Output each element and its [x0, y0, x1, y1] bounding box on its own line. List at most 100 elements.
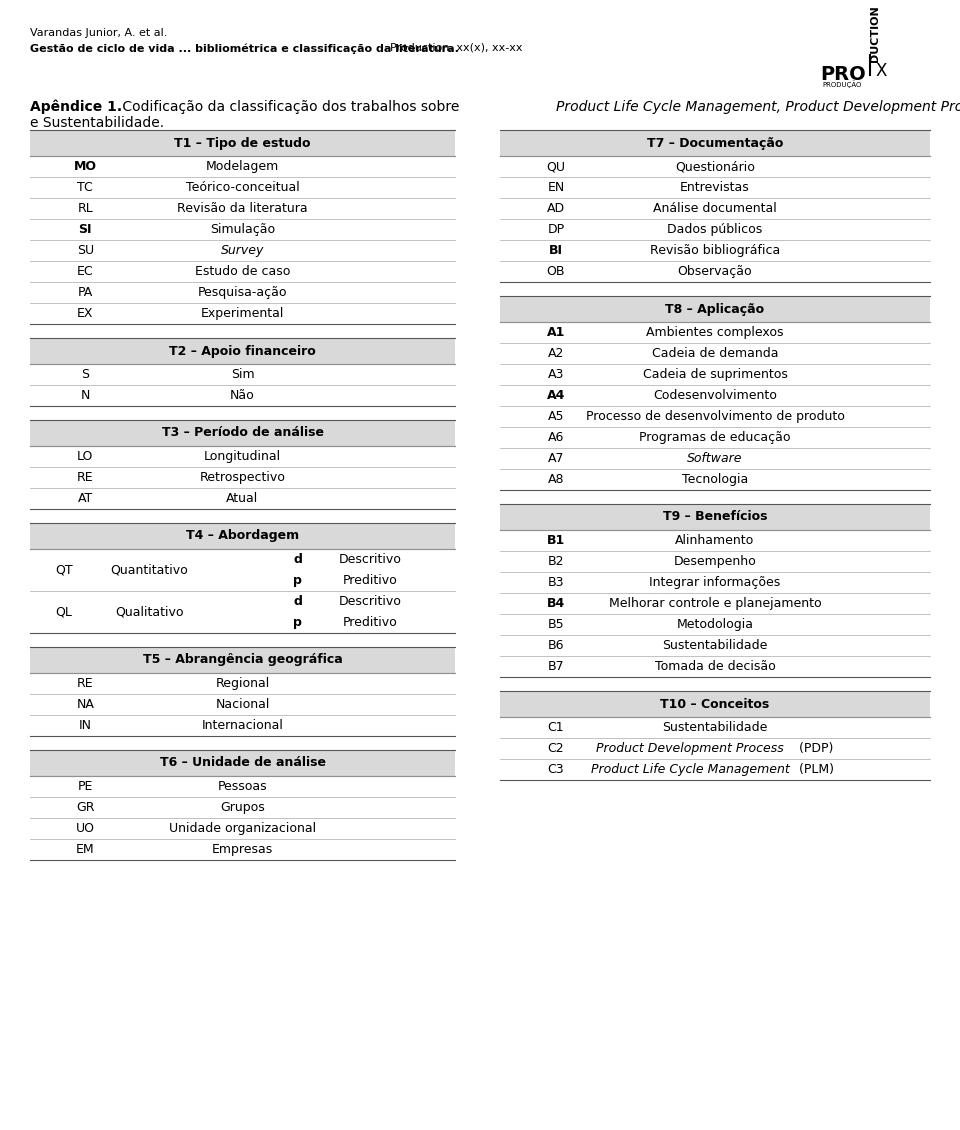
Text: Tecnologia: Tecnologia — [682, 473, 748, 486]
Text: T2 – Apoio financeiro: T2 – Apoio financeiro — [169, 345, 316, 357]
Text: A1: A1 — [546, 325, 565, 339]
Text: Production, xx(x), xx-xx: Production, xx(x), xx-xx — [390, 43, 522, 53]
Text: Product Life Cycle Management: Product Life Cycle Management — [590, 763, 789, 776]
Text: Varandas Junior, A. et al.: Varandas Junior, A. et al. — [30, 28, 167, 38]
Text: Preditivo: Preditivo — [343, 574, 397, 586]
Text: RE: RE — [77, 677, 93, 690]
Text: d: d — [294, 596, 302, 608]
Text: T4 – Abordagem: T4 – Abordagem — [186, 530, 300, 542]
Text: A4: A4 — [546, 389, 565, 402]
Text: Pessoas: Pessoas — [218, 780, 267, 793]
Text: DP: DP — [547, 223, 564, 236]
Text: Sim: Sim — [230, 368, 254, 381]
Text: Programas de educação: Programas de educação — [639, 431, 791, 444]
Text: Grupos: Grupos — [220, 801, 265, 814]
Text: Simulação: Simulação — [210, 223, 276, 236]
Text: EX: EX — [77, 307, 93, 320]
Text: Apêndice 1.: Apêndice 1. — [30, 99, 122, 114]
Text: T8 – Aplicação: T8 – Aplicação — [665, 303, 764, 315]
Text: QU: QU — [546, 160, 565, 173]
Text: Nacional: Nacional — [215, 698, 270, 711]
Text: Questionário: Questionário — [675, 160, 755, 173]
Text: d: d — [294, 553, 302, 566]
Text: MO: MO — [74, 160, 97, 173]
Text: Atual: Atual — [227, 492, 258, 505]
Text: Dados públicos: Dados públicos — [667, 223, 762, 236]
Text: Pesquisa-ação: Pesquisa-ação — [198, 286, 287, 299]
Text: S: S — [82, 368, 89, 381]
Text: C2: C2 — [547, 742, 564, 755]
Text: Ambientes complexos: Ambientes complexos — [646, 325, 783, 339]
Text: Gestão de ciclo de vida ... bibliométrica e classificação da literatura.: Gestão de ciclo de vida ... bibliométric… — [30, 43, 463, 53]
Text: A8: A8 — [547, 473, 564, 486]
Text: (PDP): (PDP) — [795, 742, 833, 755]
Text: (PLM): (PLM) — [795, 763, 834, 776]
Text: PRODUÇÃO: PRODUÇÃO — [822, 80, 861, 88]
Text: Regional: Regional — [215, 677, 270, 690]
Text: Descritivo: Descritivo — [339, 553, 401, 566]
Text: EM: EM — [76, 843, 95, 857]
Text: Análise documental: Análise documental — [653, 202, 777, 215]
Text: Revisão da literatura: Revisão da literatura — [178, 202, 308, 215]
Text: RE: RE — [77, 471, 93, 484]
Text: B4: B4 — [547, 597, 565, 610]
Text: B6: B6 — [547, 638, 564, 652]
Text: T9 – Benefícios: T9 – Benefícios — [662, 511, 767, 523]
Text: RL: RL — [78, 202, 93, 215]
Text: A3: A3 — [548, 368, 564, 381]
Text: Longitudinal: Longitudinal — [204, 450, 281, 463]
Text: NA: NA — [76, 698, 94, 711]
Text: PE: PE — [78, 780, 93, 793]
Text: QL: QL — [56, 606, 72, 618]
Text: T7 – Documentação: T7 – Documentação — [647, 137, 783, 149]
Text: Revisão bibliográfica: Revisão bibliográfica — [650, 244, 780, 257]
Text: Processo de desenvolvimento de produto: Processo de desenvolvimento de produto — [586, 410, 845, 423]
Text: Sustentabilidade: Sustentabilidade — [662, 721, 768, 735]
Text: Entrevistas: Entrevistas — [680, 181, 750, 194]
Text: Modelagem: Modelagem — [205, 160, 279, 173]
Bar — [30, 647, 455, 673]
Text: TC: TC — [78, 181, 93, 194]
Bar — [500, 692, 930, 718]
Text: QT: QT — [55, 564, 73, 576]
Text: X: X — [876, 62, 887, 80]
Text: GR: GR — [76, 801, 94, 814]
Text: B5: B5 — [547, 618, 564, 631]
Text: Codificação da classificação dos trabalhos sobre: Codificação da classificação dos trabalh… — [118, 99, 464, 114]
Text: EC: EC — [77, 266, 93, 278]
Text: B3: B3 — [547, 576, 564, 589]
Text: SU: SU — [77, 244, 94, 257]
Text: Tomada de decisão: Tomada de decisão — [655, 660, 776, 673]
Text: B7: B7 — [547, 660, 564, 673]
Text: A5: A5 — [547, 410, 564, 423]
Text: C3: C3 — [547, 763, 564, 776]
Text: Product Life Cycle Management, Product Development Process: Product Life Cycle Management, Product D… — [556, 99, 960, 114]
Text: Unidade organizacional: Unidade organizacional — [169, 822, 316, 835]
Text: Quantitativo: Quantitativo — [110, 564, 188, 576]
Text: Desempenho: Desempenho — [674, 555, 756, 568]
Text: EN: EN — [547, 181, 564, 194]
Text: Metodologia: Metodologia — [677, 618, 754, 631]
Text: Alinhamento: Alinhamento — [676, 534, 755, 547]
Bar — [500, 130, 930, 156]
Bar — [30, 338, 455, 364]
Text: OB: OB — [546, 266, 565, 278]
Text: AT: AT — [78, 492, 93, 505]
Bar — [30, 420, 455, 446]
Text: Teórico-conceitual: Teórico-conceitual — [185, 181, 300, 194]
Text: BI: BI — [549, 244, 563, 257]
Text: A6: A6 — [548, 431, 564, 444]
Text: UO: UO — [76, 822, 95, 835]
Text: Cadeia de suprimentos: Cadeia de suprimentos — [642, 368, 787, 381]
Text: B2: B2 — [547, 555, 564, 568]
Text: SI: SI — [79, 223, 92, 236]
Text: N: N — [81, 389, 90, 402]
Text: T6 – Unidade de análise: T6 – Unidade de análise — [159, 756, 325, 770]
Bar — [30, 130, 455, 156]
Bar — [500, 296, 930, 322]
Text: T3 – Período de análise: T3 – Período de análise — [161, 426, 324, 440]
Text: e Sustentabilidade.: e Sustentabilidade. — [30, 116, 164, 130]
Text: p: p — [294, 616, 302, 629]
Text: Sustentabilidade: Sustentabilidade — [662, 638, 768, 652]
Text: Experimental: Experimental — [201, 307, 284, 320]
